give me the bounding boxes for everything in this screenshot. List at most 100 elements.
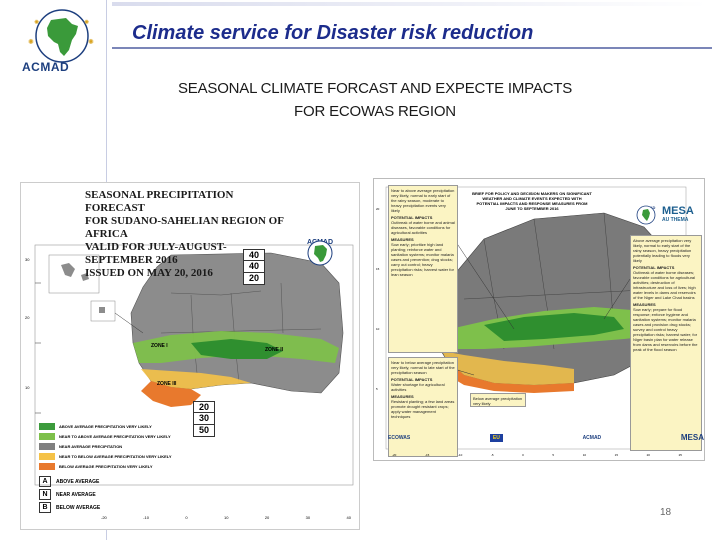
legend-item: BELOW AVERAGE PRECIPITATION VERY LIKELY [39,461,239,471]
acmad-footer-logo: ACMAD [582,434,602,441]
x-tick: 0 [185,515,188,520]
legend-swatch [39,422,55,430]
prob-near: 40 [243,261,265,273]
key-text: NEAR AVERAGE [56,491,96,498]
brief-acmad-logo: ACMAD [636,205,660,225]
brief-x-axis: -20 -15 -10 -5 0 5 10 15 20 25 [392,453,682,457]
africa-logo-icon [307,240,333,266]
y-tick: 20 [25,315,30,320]
key-text: BELOW AVERAGE [56,504,101,511]
prob-near: 30 [193,413,215,425]
y-tick: 20 [376,207,380,211]
svg-text:✺: ✺ [28,38,34,46]
category-key: A ABOVE AVERAGE N NEAR AVERAGE B BELOW A… [39,475,179,514]
key-row: N NEAR AVERAGE [39,488,179,501]
forecast-title-line: ISSUED ON MAY 20, 2016 [85,267,213,279]
callout-impacts: Outbreak of water borne and animal disea… [391,220,455,235]
callout-bottom-center: Below average precipitation very likely [470,393,526,407]
key-row: A ABOVE AVERAGE [39,475,179,488]
zone-2-band [191,339,283,359]
y-tick: 15 [376,267,380,271]
y-tick: 10 [25,385,30,390]
callout-bottom-left: Near to below average precipitation very… [388,357,458,457]
subtitle-line-1: SEASONAL CLIMATE FORCAST AND EXPECTE IMP… [177,80,573,97]
callout-impacts-title: POTENTIAL IMPACTS [391,215,433,220]
brief-y-axis: 20 15 10 5 [376,207,379,391]
mesa-thema-text: AU THEMA [662,217,689,223]
callout-measures: Sow early; prepare for flood response; e… [633,307,698,352]
callout-impacts-title: POTENTIAL IMPACTS [391,377,433,382]
legend-label: BELOW AVERAGE PRECIPITATION VERY LIKELY [59,463,153,469]
svg-text:✺: ✺ [88,38,94,46]
x-tick: 10 [223,515,229,520]
x-tick: 30 [305,515,311,520]
x-tick: 5 [552,453,555,457]
very-wet-zone-band [484,313,624,341]
mesa-footer-logo: MESA [680,433,704,442]
africa-map-icon [47,18,78,56]
forecast-map-title: SEASONAL PRECIPITATION FORECAST FOR SUDA… [85,189,285,280]
legend-label: NEAR AVERAGE PRECIPITATION [59,443,123,449]
legend-item: NEAR TO ABOVE AVERAGE PRECIPITATION VERY… [39,431,239,441]
legend-label: NEAR TO ABOVE AVERAGE PRECIPITATION VERY… [59,433,171,439]
forecast-title-line: VALID FOR JULY-AUGUST-SEPTEMBER 2016 [85,241,227,266]
x-tick: 0 [522,453,524,457]
key-text: ABOVE AVERAGE [56,478,100,485]
acmad-logo-text: ACMAD [22,60,70,74]
coastal-dry-band [444,359,574,393]
callout-forecast: Above average precipitation very likely,… [633,238,692,263]
africa-logo-icon [636,205,656,225]
callout-impacts: Water shortage for agricultural activiti… [391,382,445,392]
x-tick: -15 [424,453,430,457]
prob-below: 50 [193,425,215,437]
legend-label: NEAR TO BELOW AVERAGE PRECIPITATION VERY… [59,453,172,459]
key-row: B BELOW AVERAGE [39,501,179,514]
prob-above: 20 [193,401,215,413]
forecast-title-line: SEASONAL PRECIPITATION FORECAST [85,189,234,214]
x-tick: -20 [392,453,397,457]
x-tick: -5 [490,453,494,457]
svg-text:✺: ✺ [84,19,89,26]
zone-1-label: ZONE I [151,343,168,349]
zone-3-band [141,381,201,407]
prob-box-zone-2: 40 40 20 [243,249,265,285]
legend-item: NEAR TO BELOW AVERAGE PRECIPITATION VERY… [39,451,239,461]
callout-measures: Sow early; prioritize high land planting… [391,242,454,277]
y-tick: 10 [376,327,380,331]
callout-measures: Resistant planting; a few land areas pro… [391,399,455,419]
callout-top-left: Near to above average precipitation very… [388,185,458,353]
title-underline [112,47,712,49]
acmad-logo: ✺ ✺ ✺ ✺ [28,9,94,63]
legend-swatch [39,452,55,460]
ecowas-logo: ECOWAS [388,434,411,441]
callout-measures-title: MEASURES [391,394,414,399]
forecast-map-graphic [34,244,354,486]
brief-footer-logos: ECOWAS EU ACMAD MESA [388,433,704,442]
impacts-brief-map: BRIEF FOR POLICY AND DECISION MAKERS ON … [373,178,705,461]
x-tick: 10 [582,453,587,457]
forecast-title-line: FOR SUDANO-SAHELIAN REGION OF AFRICA [85,215,284,240]
prob-below: 20 [243,273,265,285]
legend-label: ABOVE AVERAGE PRECIPITATION VERY LIKELY [59,423,152,429]
legend-item: ABOVE AVERAGE PRECIPITATION VERY LIKELY [39,421,239,431]
x-tick: 20 [646,453,650,457]
y-tick: 30 [25,257,30,262]
x-tick: 15 [614,453,618,457]
mesa-logo-text: MESA [662,205,694,217]
svg-text:✺: ✺ [34,19,39,26]
legend-swatch [39,432,55,440]
zone-3-label: ZONE III [157,381,177,387]
callout-impacts-title: POTENTIAL IMPACTS [633,265,675,270]
callout-forecast: Near to below average precipitation very… [391,360,455,375]
forecast-x-axis: -20 -10 0 10 20 30 40 [101,515,351,520]
key-letter: A [39,476,51,487]
x-tick: 40 [346,515,351,520]
legend-item: NEAR AVERAGE PRECIPITATION [39,441,239,451]
legend-swatch [39,442,55,450]
prob-above: 40 [243,249,265,261]
zone-2-label: ZONE II [265,347,284,353]
x-tick: -10 [143,515,149,520]
x-tick: -10 [457,453,463,457]
mesa-logo: MESA AU THEMA [662,205,702,223]
key-letter: N [39,489,51,500]
